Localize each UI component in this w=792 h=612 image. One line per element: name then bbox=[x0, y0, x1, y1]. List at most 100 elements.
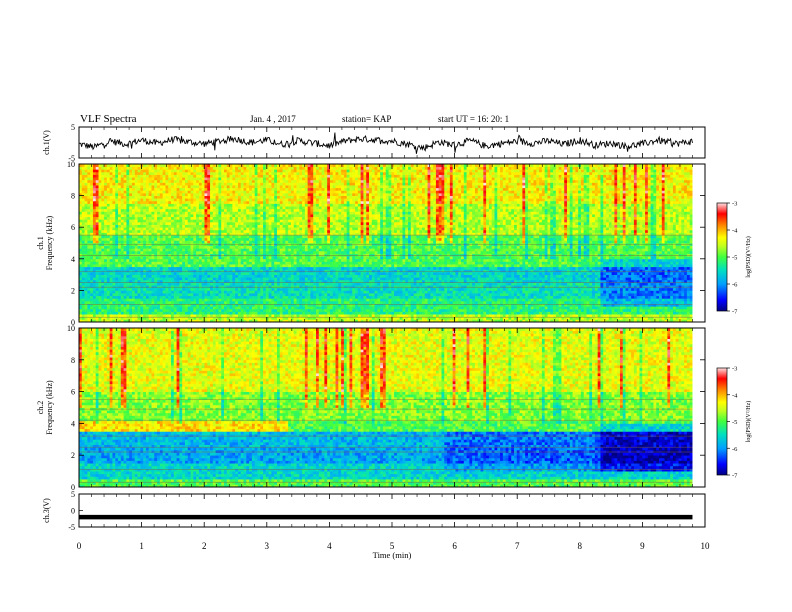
spectrogram-cell bbox=[140, 259, 143, 262]
spectrogram-cell bbox=[85, 230, 88, 233]
spectrogram-cell bbox=[107, 283, 110, 286]
spectrogram-cell bbox=[135, 304, 138, 307]
spectrogram-cell bbox=[126, 222, 129, 225]
spectrogram-cell bbox=[168, 219, 171, 222]
spectrogram-cell bbox=[82, 182, 85, 185]
spectrogram-cell bbox=[132, 309, 135, 312]
spectrogram-cell bbox=[146, 240, 149, 243]
spectrogram-cell bbox=[157, 219, 160, 222]
spectrogram-cell bbox=[143, 254, 146, 257]
spectrogram-cell bbox=[132, 272, 135, 275]
spectrogram-cell bbox=[135, 248, 138, 251]
spectrogram-cell bbox=[101, 288, 104, 291]
spectrogram-cell bbox=[149, 167, 152, 170]
spectrogram-cell bbox=[124, 275, 127, 278]
spectrogram-cell bbox=[152, 225, 155, 228]
spectrogram-cell bbox=[129, 256, 132, 259]
spectrogram-cell bbox=[157, 235, 160, 238]
spectrogram-cell bbox=[140, 198, 143, 201]
spectrogram-cell bbox=[126, 206, 129, 209]
spectrogram-cell bbox=[126, 264, 129, 267]
spectrogram-cell bbox=[115, 272, 118, 275]
spectrogram-cell bbox=[121, 196, 124, 199]
spectrogram-cell bbox=[138, 167, 141, 170]
spectrogram-cell bbox=[129, 304, 132, 307]
spectrogram-cell bbox=[143, 235, 146, 238]
spectrogram-cell bbox=[168, 180, 171, 183]
spectrogram-cell bbox=[124, 272, 127, 275]
spectrogram-cell bbox=[101, 182, 104, 185]
spectrogram-cell bbox=[138, 198, 141, 201]
spectrogram-cell bbox=[160, 264, 163, 267]
spectrogram-cell bbox=[143, 238, 146, 241]
spectrogram-cell bbox=[132, 227, 135, 230]
spectrogram-cell bbox=[160, 190, 163, 193]
spectrogram-cell bbox=[154, 290, 157, 293]
spectrogram-cell bbox=[85, 272, 88, 275]
spectrogram-cell bbox=[93, 314, 96, 317]
spectrogram-cell bbox=[107, 314, 110, 317]
spectrogram-cell bbox=[99, 185, 102, 188]
spectrogram-cell bbox=[171, 238, 174, 241]
spectrogram-cell bbox=[96, 293, 99, 296]
spectrogram-cell bbox=[163, 283, 166, 286]
spectrogram-cell bbox=[104, 182, 107, 185]
spectrogram-cell bbox=[118, 185, 121, 188]
spectrogram-cell bbox=[168, 188, 171, 191]
spectrogram-cell bbox=[115, 182, 118, 185]
spectrogram-cell bbox=[171, 306, 174, 309]
start-time-label: start UT = 16: 20: 1 bbox=[438, 114, 509, 124]
spectrogram-cell bbox=[110, 188, 113, 191]
spectrogram-cell bbox=[126, 275, 129, 278]
spectrogram-cell bbox=[165, 251, 168, 254]
spectrogram-cell bbox=[110, 227, 113, 230]
spectrogram-cell bbox=[93, 167, 96, 170]
spectrogram-cell bbox=[165, 311, 168, 314]
spectrogram-cell bbox=[96, 188, 99, 191]
spectrogram-cell bbox=[112, 182, 115, 185]
spectrogram-cell bbox=[87, 217, 90, 220]
spectrogram-cell bbox=[124, 217, 127, 220]
spectrogram-cell bbox=[115, 238, 118, 241]
spectrogram-cell bbox=[121, 230, 124, 233]
spectrogram-cell bbox=[129, 177, 132, 180]
spectrogram-cell bbox=[126, 217, 129, 220]
spectrogram-cell bbox=[101, 277, 104, 280]
spectrogram-cell bbox=[82, 201, 85, 204]
spectrogram-cell bbox=[96, 209, 99, 212]
spectrogram-cell bbox=[118, 227, 121, 230]
spectrogram-cell bbox=[96, 175, 99, 178]
spectrogram-cell bbox=[93, 204, 96, 207]
spectrogram-cell bbox=[157, 298, 160, 301]
spectrogram-cell bbox=[163, 275, 166, 278]
spectrogram-cell bbox=[163, 248, 166, 251]
spectrogram-cell bbox=[149, 296, 152, 299]
spectrogram-cell bbox=[149, 264, 152, 267]
spectrogram-cell bbox=[124, 306, 127, 309]
spectrogram-cell bbox=[124, 314, 127, 317]
spectrogram-cell bbox=[152, 201, 155, 204]
spectrogram-cell bbox=[135, 235, 138, 238]
spectrogram-cell bbox=[126, 261, 129, 264]
spectrogram-cell bbox=[126, 298, 129, 301]
spectrogram-cell bbox=[160, 225, 163, 228]
spectrogram-cell bbox=[152, 251, 155, 254]
spectrogram-cell bbox=[115, 304, 118, 307]
spectrogram-cell bbox=[104, 275, 107, 278]
spectrogram-cell bbox=[96, 182, 99, 185]
spectrogram-cell bbox=[101, 196, 104, 199]
spectrogram-cell bbox=[101, 309, 104, 312]
spectrogram-cell bbox=[124, 190, 127, 193]
spectrogram-cell bbox=[143, 259, 146, 262]
spectrogram-cell bbox=[132, 251, 135, 254]
spectrogram-cell bbox=[107, 206, 110, 209]
spectrogram-cell bbox=[126, 177, 129, 180]
spectrogram-cell bbox=[154, 235, 157, 238]
spectrogram-cell bbox=[96, 301, 99, 304]
spectrogram-cell bbox=[82, 267, 85, 270]
spectrogram-cell bbox=[154, 254, 157, 257]
spectrogram-cell bbox=[99, 309, 102, 312]
spectrogram-cell bbox=[143, 175, 146, 178]
spectrogram-cell bbox=[129, 251, 132, 254]
spectrogram-cell bbox=[90, 293, 93, 296]
